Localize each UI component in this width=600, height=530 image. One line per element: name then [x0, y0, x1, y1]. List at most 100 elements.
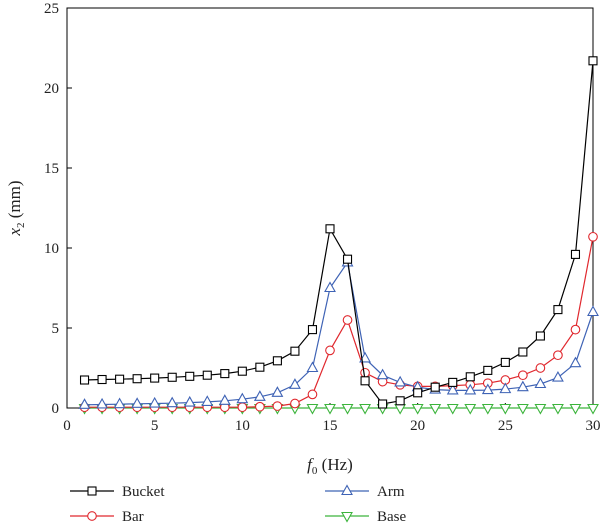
data-point-arm [499, 382, 512, 394]
data-point-base [324, 403, 336, 415]
x-tick-label: 25 [498, 418, 513, 434]
data-point-base [499, 403, 512, 415]
data-point-bar [342, 315, 353, 325]
data-point-bucket [588, 56, 598, 66]
data-point-bucket [272, 356, 282, 366]
data-point-arm [78, 398, 91, 409]
data-point-bar [307, 389, 318, 400]
data-point-arm [218, 394, 231, 405]
y-tick-label: 5 [52, 321, 60, 337]
x-axis-unit: Hz [327, 455, 347, 474]
data-point-bucket [79, 375, 90, 385]
data-point-bar [255, 401, 265, 412]
data-point-bucket [378, 399, 388, 409]
data-point-arm [464, 383, 477, 395]
data-point-base [394, 403, 407, 415]
data-point-base [481, 403, 494, 415]
series-line-arm [84, 260, 594, 406]
data-point-base [446, 403, 459, 415]
series-bar [79, 231, 598, 413]
data-point-bucket [465, 372, 475, 382]
data-point-base [569, 403, 582, 415]
y-tick-label: 0 [52, 401, 60, 417]
data-point-arm [236, 392, 249, 404]
data-point-base [429, 403, 442, 415]
data-point-base [306, 403, 319, 415]
legend-marker [341, 511, 353, 523]
y-tick-label: 20 [44, 81, 59, 97]
data-point-bucket [413, 388, 423, 398]
data-point-bar [325, 345, 335, 356]
legend: Bucket Bar Arm Base [70, 484, 407, 525]
data-point-bucket [553, 305, 563, 315]
x-tick-label: 20 [410, 418, 425, 434]
data-point-bucket [220, 369, 230, 379]
legend-item-arm: Arm [325, 484, 405, 500]
data-point-bucket [255, 362, 265, 372]
data-point-bucket [360, 376, 370, 386]
data-point-bucket [202, 370, 212, 380]
data-point-bucket [290, 346, 300, 356]
y-axis-label: x2 (mm) [5, 180, 27, 236]
data-point-base [534, 403, 547, 415]
data-point-arm [534, 377, 547, 389]
series-line-bar [84, 236, 594, 408]
data-point-arm [113, 397, 126, 409]
x-tick-label: 10 [235, 418, 250, 434]
data-point-bucket [535, 331, 545, 341]
x-axis-label: f0 (Hz) [307, 455, 353, 477]
legend-marker [341, 484, 353, 496]
y-axis-unit: mm [5, 186, 24, 212]
data-point-arm [148, 396, 161, 408]
legend-marker [87, 511, 97, 521]
data-point-bucket [325, 224, 335, 234]
data-point-bar [570, 324, 581, 335]
data-point-bar [290, 398, 300, 409]
data-point-bucket [430, 382, 440, 392]
data-point-base [516, 403, 529, 415]
data-point-base [587, 403, 599, 415]
x-tick-label: 5 [151, 418, 159, 434]
legend-item-bucket: Bucket [70, 484, 165, 500]
data-point-arm [253, 390, 266, 401]
data-point-bar [588, 231, 598, 242]
data-point-bucket [395, 396, 405, 406]
legend-label: Bucket [122, 484, 165, 500]
data-point-bucket [307, 325, 318, 335]
data-point-bucket [115, 374, 125, 384]
data-point-arm [481, 383, 494, 395]
data-point-bucket [570, 249, 581, 259]
data-point-arm [183, 395, 196, 407]
legend-label: Bar [122, 509, 144, 525]
data-point-bucket [448, 377, 458, 387]
data-point-arm [376, 368, 389, 380]
data-point-arm [131, 397, 144, 408]
data-point-base [359, 403, 372, 415]
data-point-bar [553, 350, 563, 361]
data-point-bucket [185, 371, 195, 381]
data-point-bucket [167, 372, 177, 382]
legend-label: Arm [377, 484, 405, 500]
series-arm [78, 255, 599, 409]
y-tick-label: 15 [44, 161, 59, 177]
data-point-bucket [97, 374, 107, 385]
data-point-base [411, 403, 424, 415]
data-point-bucket [483, 365, 493, 375]
plot-area: 0 5 10 15 20 25 30 0 5 10 15 20 25 [44, 1, 600, 434]
data-point-bucket [150, 373, 160, 383]
data-point-arm [569, 356, 582, 368]
data-point-arm [166, 396, 179, 408]
series-bucket [79, 56, 598, 409]
data-point-base [551, 403, 564, 415]
data-point-arm [96, 397, 109, 409]
data-point-bar [535, 363, 546, 373]
data-point-bucket [237, 366, 247, 376]
data-point-bar [518, 370, 528, 381]
x-tick-label: 0 [63, 418, 71, 434]
series-layer [78, 56, 599, 415]
legend-label: Base [377, 509, 407, 525]
data-point-bucket [518, 347, 528, 357]
x-tick-label: 15 [323, 418, 338, 434]
data-point-arm [551, 370, 564, 382]
